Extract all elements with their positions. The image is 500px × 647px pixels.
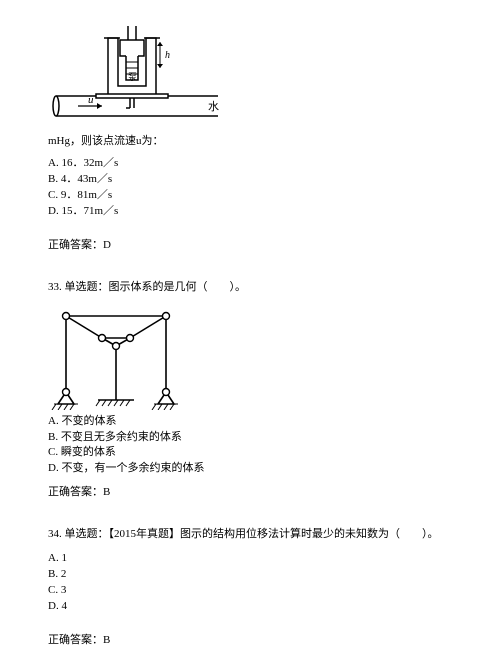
- q33-answer: 正确答案：B: [48, 485, 452, 501]
- q34-answer: 正确答案：B: [48, 633, 452, 647]
- q34-stem-line: 34. 单选题：【2015年真题】图示的结构用位移法计算时最少的未知数为（ ）。: [48, 527, 452, 543]
- q32-option-c: C. 9．81m／s: [48, 188, 452, 204]
- figure-pitot-label-h: h: [165, 50, 170, 61]
- q34-option-b: B. 2: [48, 567, 452, 583]
- figure-pitot-label-pump: 泵: [128, 72, 137, 82]
- figure-truss: [48, 300, 452, 410]
- q33-option-b: B. 不变且无多余约束的体系: [48, 430, 452, 446]
- q32-tail: mHg，则该点流速u为：: [48, 134, 452, 150]
- q33-option-a: A. 不变的体系: [48, 414, 452, 430]
- q32-option-a: A. 16．32m／s: [48, 156, 452, 172]
- q32-answer: 正确答案：D: [48, 238, 452, 254]
- q33-stem-line: 33. 单选题：图示体系的是几何（ ）。: [48, 280, 452, 296]
- q33-type: 单选题：: [65, 281, 109, 293]
- q34-option-d: D. 4: [48, 599, 452, 615]
- q32-option-d: D. 15．71m／s: [48, 204, 452, 220]
- q32-option-b: B. 4．43m／s: [48, 172, 452, 188]
- q34-option-a: A. 1: [48, 551, 452, 567]
- q33-stem: 图示体系的是几何（ ）。: [109, 281, 247, 293]
- q33-option-c: C. 瞬变的体系: [48, 445, 452, 461]
- q34-option-c: C. 3: [48, 583, 452, 599]
- figure-pitot-label-water: 水: [208, 100, 219, 113]
- figure-pitot-label-u: u: [88, 94, 94, 106]
- figure-pitot: u 泵 水 h: [48, 8, 452, 128]
- q33-option-d: D. 不变，有一个多余约束的体系: [48, 461, 452, 477]
- figure-truss-svg: [48, 300, 198, 410]
- q34-stem: 【2015年真题】图示的结构用位移法计算时最少的未知数为（ ）。: [109, 528, 439, 540]
- q33-number: 33.: [48, 281, 62, 293]
- figure-pitot-svg: u 泵 水 h: [48, 8, 238, 128]
- q34-number: 34.: [48, 528, 62, 540]
- q34-type: 单选题：: [65, 528, 109, 540]
